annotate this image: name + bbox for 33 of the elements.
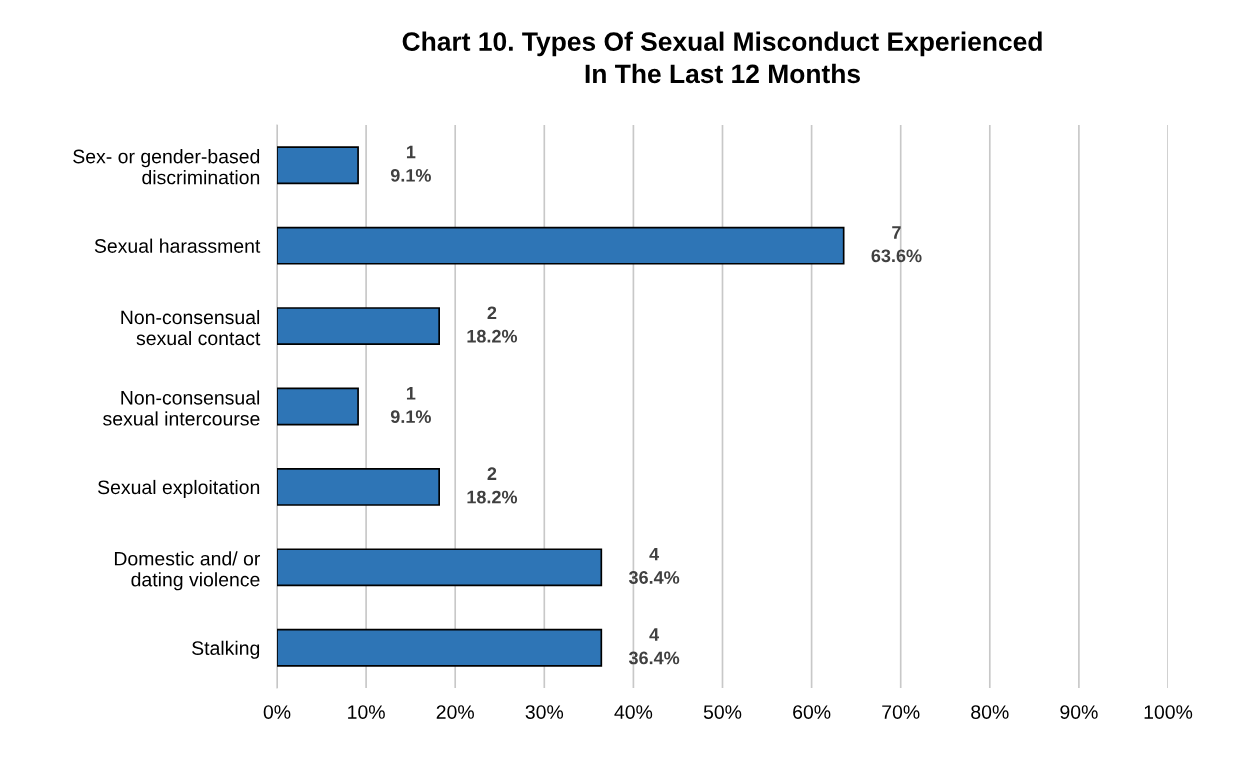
data-label: 1 9.1% — [390, 387, 431, 424]
x-tick-label: 90% — [1060, 705, 1098, 719]
data-label: 4 36.4% — [628, 547, 680, 584]
y-tick-label: Sex- or gender-based discrimination — [73, 149, 260, 185]
y-tick-label: Sexual harassment — [94, 238, 261, 253]
bar — [277, 226, 845, 265]
x-tick-label: 50% — [703, 705, 742, 719]
x-tick-label: 70% — [882, 705, 920, 719]
data-label: 7 63.6% — [871, 226, 922, 263]
y-tick-label: Domestic and/ or dating violence — [114, 551, 261, 591]
data-label: 1 9.1% — [390, 145, 431, 182]
bar — [277, 467, 440, 506]
bar — [277, 307, 440, 346]
data-label: 2 18.2% — [467, 306, 518, 343]
bar — [277, 387, 359, 426]
y-tick-label: Stalking — [192, 640, 260, 659]
x-tick-label: 80% — [971, 705, 1009, 719]
data-label: 4 36.4% — [628, 628, 680, 665]
bar — [277, 628, 603, 667]
chart-title: Chart 10. Types Of Sexual Misconduct Experienced In The Last 12 Months — [402, 31, 1042, 84]
x-tick-label: 100% — [1144, 705, 1193, 719]
x-tick-label: 10% — [348, 705, 385, 719]
x-tick-label: 0% — [263, 705, 291, 719]
bar — [277, 548, 603, 587]
data-label: 2 18.2% — [467, 467, 518, 504]
x-tick-label: 60% — [793, 705, 831, 719]
bar — [277, 146, 359, 185]
x-tick-label: 30% — [525, 705, 564, 719]
y-tick-label: Non-consensual sexual intercourse — [103, 390, 260, 426]
x-tick-label: 40% — [614, 705, 653, 719]
y-tick-label: Sexual exploitation — [98, 479, 260, 499]
x-tick-label: 20% — [436, 705, 474, 719]
y-tick-label: Non-consensual sexual contact — [121, 309, 261, 346]
